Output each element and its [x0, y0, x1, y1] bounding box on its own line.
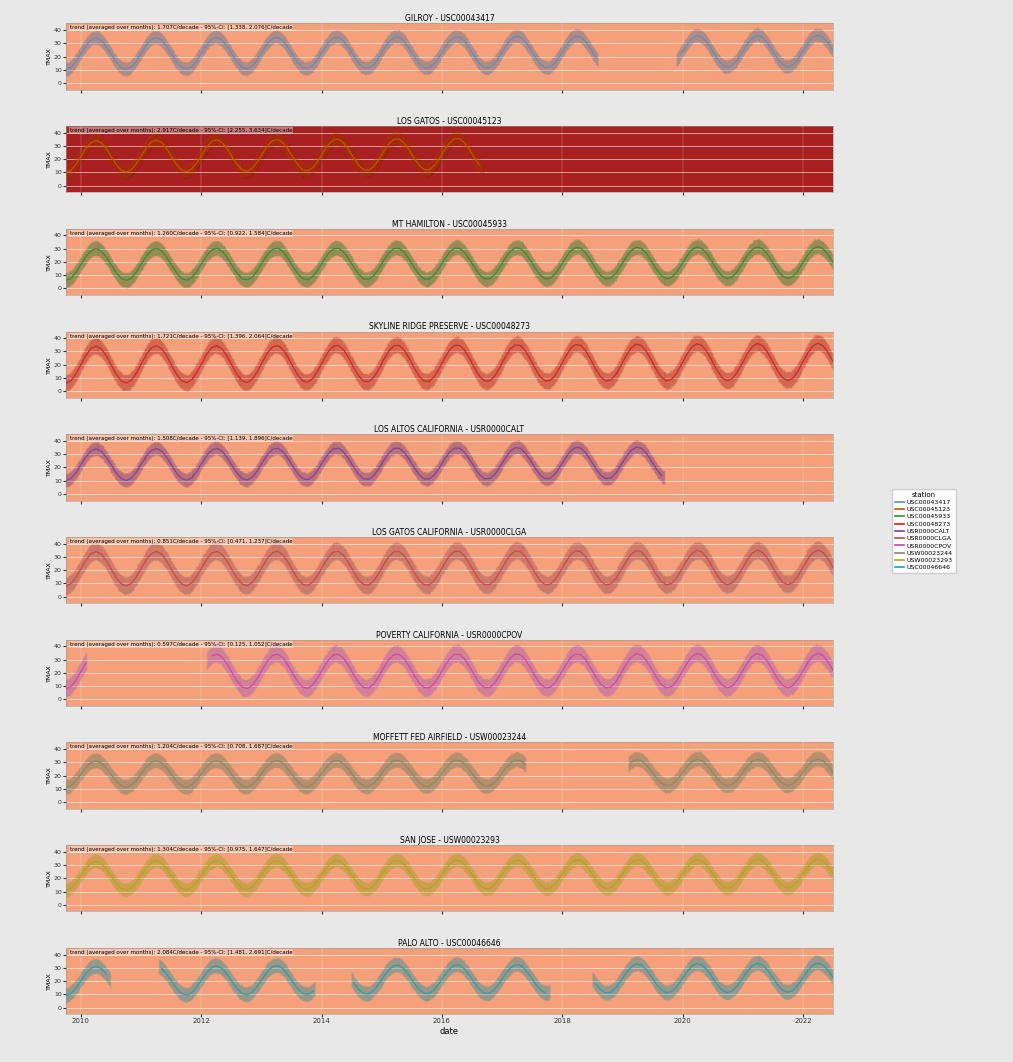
Text: trend (averaged over months): 0.851C/decade - 95%-CI: [0.471, 1.237]C/decade: trend (averaged over months): 0.851C/dec…	[70, 539, 293, 544]
Legend: USC00043417, USC00045123, USC00045933, USC00048273, USR0000CALT, USR0000CLGA, US: USC00043417, USC00045123, USC00045933, U…	[891, 489, 956, 573]
Text: trend (averaged over months): 0.597C/decade - 95%-CI: [0.125, 1.052]C/decade: trend (averaged over months): 0.597C/dec…	[70, 641, 293, 647]
Y-axis label: TMAX: TMAX	[48, 972, 53, 990]
Text: trend (averaged over months): 1.508C/decade - 95%-CI: [1.139, 1.896]C/decade: trend (averaged over months): 1.508C/dec…	[70, 436, 293, 442]
Title: SAN JOSE - USW00023293: SAN JOSE - USW00023293	[399, 836, 499, 845]
Text: trend (averaged over months): 2.084C/decade - 95%-CI: [1.481, 2.691]C/decade: trend (averaged over months): 2.084C/dec…	[70, 949, 293, 955]
Text: trend (averaged over months): 1.260C/decade - 95%-CI: [0.922, 1.584]C/decade: trend (averaged over months): 1.260C/dec…	[70, 230, 293, 236]
Y-axis label: TMAX: TMAX	[48, 48, 53, 66]
Title: SKYLINE RIDGE PRESERVE - USC00048273: SKYLINE RIDGE PRESERVE - USC00048273	[369, 323, 530, 331]
Title: GILROY - USC00043417: GILROY - USC00043417	[404, 14, 494, 23]
Title: MOFFETT FED AIRFIELD - USW00023244: MOFFETT FED AIRFIELD - USW00023244	[373, 734, 526, 742]
Title: LOS ALTOS CALIFORNIA - USR0000CALT: LOS ALTOS CALIFORNIA - USR0000CALT	[375, 425, 525, 434]
Text: trend (averaged over months): 1.707C/decade - 95%-CI: [1.338, 2.076]C/decade: trend (averaged over months): 1.707C/dec…	[70, 25, 293, 31]
X-axis label: date: date	[440, 1027, 459, 1037]
Text: trend (averaged over months): 1.204C/decade - 95%-CI: [0.708, 1.687]C/decade: trend (averaged over months): 1.204C/dec…	[70, 744, 293, 750]
Y-axis label: TMAX: TMAX	[48, 356, 53, 374]
Title: POVERTY CALIFORNIA - USR0000CPOV: POVERTY CALIFORNIA - USR0000CPOV	[376, 631, 523, 639]
Title: MT HAMILTON - USC00045933: MT HAMILTON - USC00045933	[392, 220, 506, 228]
Y-axis label: TMAX: TMAX	[48, 253, 53, 271]
Y-axis label: TMAX: TMAX	[48, 151, 53, 168]
Y-axis label: TMAX: TMAX	[48, 562, 53, 579]
Y-axis label: TMAX: TMAX	[48, 459, 53, 476]
Title: PALO ALTO - USC00046646: PALO ALTO - USC00046646	[398, 939, 500, 948]
Title: LOS GATOS - USC00045123: LOS GATOS - USC00045123	[397, 117, 501, 126]
Text: trend (averaged over months): 2.917C/decade - 95%-CI: [2.255, 3.634]C/decade: trend (averaged over months): 2.917C/dec…	[70, 129, 293, 133]
Y-axis label: TMAX: TMAX	[48, 664, 53, 682]
Text: trend (averaged over months): 1.304C/decade - 95%-CI: [0.975, 1.647]C/decade: trend (averaged over months): 1.304C/dec…	[70, 847, 293, 852]
Y-axis label: TMAX: TMAX	[48, 870, 53, 887]
Y-axis label: TMAX: TMAX	[48, 767, 53, 785]
Text: trend (averaged over months): 1.721C/decade - 95%-CI: [1.396, 2.064]C/decade: trend (averaged over months): 1.721C/dec…	[70, 333, 293, 339]
Title: LOS GATOS CALIFORNIA - USR0000CLGA: LOS GATOS CALIFORNIA - USR0000CLGA	[373, 528, 527, 537]
